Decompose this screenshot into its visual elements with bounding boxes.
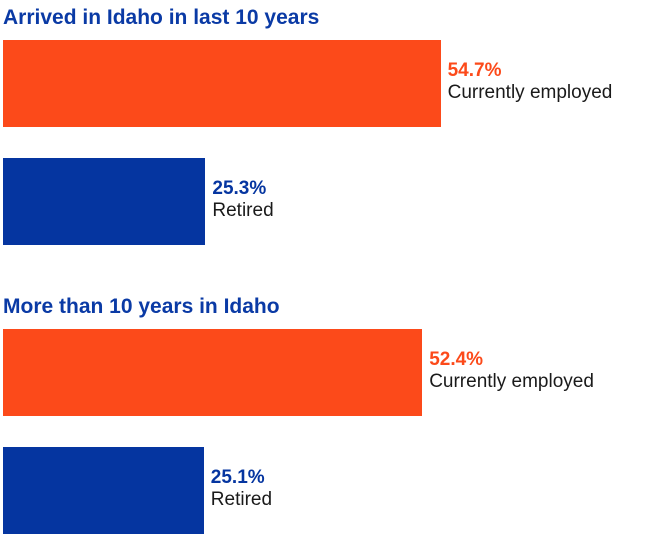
panel-title-arrived-recently: Arrived in Idaho in last 10 years xyxy=(3,6,320,29)
bar-label-1-0: 52.4% Currently employed xyxy=(429,349,594,394)
data-label: 54.7% xyxy=(447,60,502,81)
data-label: 52.4% xyxy=(429,349,484,370)
bar-label-1-1: 25.1% Retired xyxy=(211,467,272,512)
data-label: 25.3% xyxy=(212,178,267,199)
category-label: Currently employed xyxy=(429,371,594,393)
data-label: 25.1% xyxy=(210,467,265,488)
bar-label-0-0: 54.7% Currently employed xyxy=(448,60,613,105)
panel-title-long-term-residents: More than 10 years in Idaho xyxy=(3,295,280,318)
bar-1-0 xyxy=(3,329,423,416)
bar-label-0-1: 25.3% Retired xyxy=(212,178,273,223)
bar-1-1 xyxy=(3,447,204,534)
category-label: Retired xyxy=(210,489,273,511)
bar-0-1 xyxy=(3,158,206,245)
category-label: Currently employed xyxy=(447,82,613,104)
category-label: Retired xyxy=(212,200,274,222)
bar-0-0 xyxy=(3,40,441,127)
